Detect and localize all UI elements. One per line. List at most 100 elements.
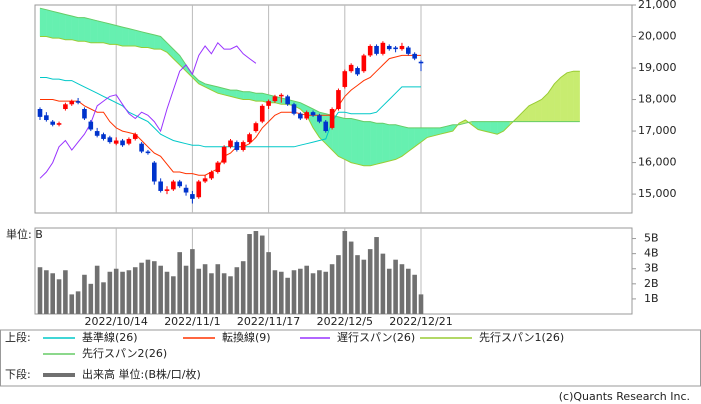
cloud-fill bbox=[357, 119, 365, 166]
candle-body bbox=[386, 45, 392, 50]
volume-bar bbox=[253, 231, 259, 314]
candle-body bbox=[228, 140, 233, 147]
volume-bar bbox=[183, 265, 189, 314]
volume-bar bbox=[63, 270, 68, 314]
y-tick-label: 1B bbox=[644, 292, 659, 305]
y-tick-label: 3B bbox=[644, 262, 659, 275]
volume-bar bbox=[418, 294, 424, 314]
volume-bar bbox=[164, 271, 170, 314]
volume-bar bbox=[177, 252, 182, 314]
x-tick-label: 2022/12/21 bbox=[389, 315, 452, 328]
candle-body bbox=[336, 90, 341, 109]
volume-bar bbox=[171, 276, 176, 314]
candle-body bbox=[215, 162, 221, 173]
candle-body bbox=[152, 162, 157, 182]
cloud-fill bbox=[535, 99, 542, 122]
volume-bar bbox=[272, 270, 278, 314]
volume-bar bbox=[336, 255, 341, 314]
candle-body bbox=[329, 109, 335, 128]
candle-body bbox=[190, 194, 195, 199]
cloud-fill bbox=[363, 121, 371, 166]
cloud-fill bbox=[541, 92, 549, 122]
volume-bar bbox=[317, 270, 322, 314]
cloud-fill bbox=[376, 123, 384, 165]
candle-body bbox=[234, 142, 240, 150]
cloud-fill bbox=[344, 118, 352, 163]
cloud-fill bbox=[382, 122, 390, 163]
volume-bar bbox=[126, 270, 132, 314]
candle-body bbox=[75, 101, 81, 103]
candle-body bbox=[69, 101, 75, 105]
cloud-fill bbox=[389, 124, 396, 162]
volume-bar bbox=[380, 253, 386, 314]
candle-body bbox=[342, 71, 348, 87]
legend-label: 転換線(9) bbox=[222, 330, 271, 344]
volume-bar bbox=[120, 271, 125, 314]
volume-bar bbox=[82, 274, 87, 314]
volume-bar bbox=[139, 262, 144, 314]
y-tick-label: 16,000 bbox=[638, 156, 677, 169]
candle-body bbox=[399, 45, 405, 50]
volume-bar bbox=[145, 259, 151, 314]
candle-body bbox=[304, 112, 309, 119]
legend-title: 上段: bbox=[5, 330, 31, 344]
candle-body bbox=[317, 115, 322, 122]
volume-bar bbox=[69, 294, 75, 314]
volume-bar bbox=[259, 235, 265, 314]
candle-body bbox=[37, 109, 43, 117]
cloud-fill bbox=[71, 15, 79, 42]
candle-body bbox=[418, 61, 424, 64]
legend-label: 基準線(26) bbox=[82, 330, 138, 344]
y-tick-label: 19,000 bbox=[638, 61, 677, 74]
y-tick-label: 17,000 bbox=[638, 124, 677, 137]
x-tick-label: 2022/11/17 bbox=[237, 315, 300, 328]
cloud-fill bbox=[147, 33, 155, 50]
cloud-fill bbox=[173, 48, 180, 66]
volume-bar bbox=[361, 259, 367, 314]
candle-body bbox=[279, 94, 284, 97]
cloud-fill bbox=[573, 71, 580, 122]
volume-bar bbox=[158, 265, 163, 314]
volume-bar bbox=[202, 264, 208, 314]
volume-bar bbox=[50, 273, 55, 314]
x-tick-label: 2022/12/5 bbox=[317, 315, 373, 328]
legend-label: 先行スパン1(26) bbox=[479, 331, 564, 344]
candle-body bbox=[310, 112, 316, 116]
volume-bar bbox=[221, 273, 227, 314]
volume-bar bbox=[355, 255, 360, 314]
cloud-fill bbox=[46, 9, 53, 39]
volume-bar bbox=[56, 279, 62, 314]
volume-bar bbox=[94, 265, 100, 314]
candle-body bbox=[132, 134, 138, 139]
candle-body bbox=[44, 115, 49, 121]
series-line bbox=[40, 36, 580, 167]
volume-bar bbox=[75, 291, 81, 314]
volume-bar bbox=[240, 261, 246, 314]
cloud-fill bbox=[103, 22, 110, 45]
cloud-fill bbox=[554, 77, 561, 122]
cloud-fill bbox=[154, 34, 161, 50]
candle-body bbox=[82, 109, 87, 119]
candle-body bbox=[266, 101, 271, 106]
cloud-fill bbox=[116, 25, 123, 47]
cloud-fill bbox=[566, 70, 574, 122]
candle-body bbox=[412, 53, 417, 59]
volume-bar bbox=[228, 276, 233, 314]
candle-body bbox=[348, 64, 354, 72]
volume-bar bbox=[113, 268, 119, 314]
volume-bar bbox=[37, 267, 43, 314]
cloud-fill bbox=[255, 93, 263, 102]
volume-bar bbox=[234, 267, 240, 314]
candle-body bbox=[196, 181, 202, 198]
x-tick-label: 2022/11/1 bbox=[164, 315, 220, 328]
volume-bar bbox=[196, 268, 202, 314]
candle-body bbox=[139, 143, 144, 152]
series-line bbox=[39, 7, 580, 129]
y-axis-label: 単位: B bbox=[6, 227, 43, 241]
candle-body bbox=[209, 172, 214, 179]
volume-bar bbox=[323, 271, 329, 314]
volume-bar bbox=[310, 273, 316, 314]
y-tick-label: 18,000 bbox=[638, 93, 677, 106]
cloud-fill bbox=[84, 17, 91, 44]
